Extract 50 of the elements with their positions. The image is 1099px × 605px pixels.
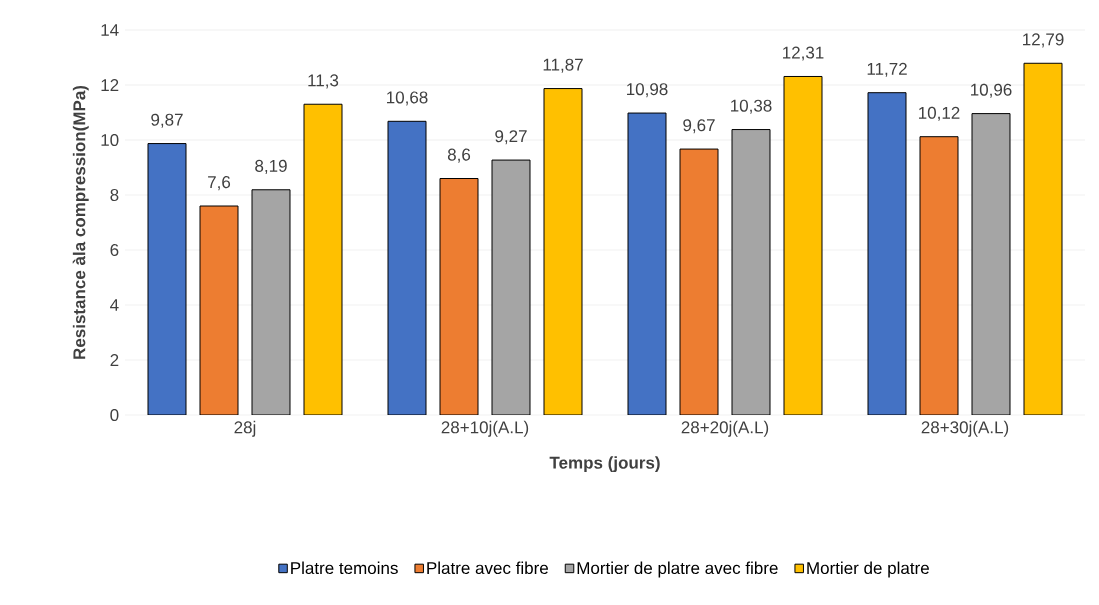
data-label: 10,68 bbox=[387, 91, 428, 106]
data-label: 12,79 bbox=[1023, 33, 1064, 48]
data-label: 9,87 bbox=[151, 113, 183, 128]
x-tick-label: 28+30j(A.L) bbox=[921, 420, 1009, 437]
legend-label: Mortier de platre avec fibre bbox=[577, 561, 778, 578]
bar bbox=[387, 120, 427, 415]
y-tick-label: 14 bbox=[101, 24, 119, 36]
y-tick-label: 6 bbox=[110, 243, 119, 257]
bar bbox=[627, 112, 667, 415]
data-label: 11,72 bbox=[867, 62, 907, 77]
bar bbox=[867, 92, 907, 415]
y-tick-label: 8 bbox=[110, 188, 119, 202]
data-label: 10,98 bbox=[627, 83, 668, 98]
bar bbox=[679, 148, 719, 415]
legend-label: Platre avec fibre bbox=[427, 561, 548, 575]
y-tick-label: 12 bbox=[101, 79, 119, 91]
x-axis-title: Temps (jours) bbox=[549, 456, 660, 473]
bar bbox=[919, 136, 959, 415]
bar bbox=[439, 178, 479, 415]
data-label: 7,6 bbox=[208, 176, 231, 191]
data-label: 11,3 bbox=[308, 74, 339, 89]
bar bbox=[303, 103, 343, 415]
data-label: 8,19 bbox=[255, 159, 287, 174]
y-tick-label: 4 bbox=[110, 299, 119, 311]
data-label: 11,87 bbox=[543, 58, 583, 73]
x-tick-label: 28+10j(A.L) bbox=[441, 420, 529, 437]
y-tick-label: 0 bbox=[110, 408, 119, 422]
y-axis-title: Resistance àla compression(MPa) bbox=[72, 85, 89, 359]
bar bbox=[251, 189, 291, 415]
bar bbox=[199, 205, 239, 415]
x-tick-label: 28+20j(A.L) bbox=[681, 420, 769, 437]
data-label: 10,96 bbox=[971, 83, 1012, 98]
data-label: 10,38 bbox=[731, 99, 772, 114]
bar bbox=[491, 159, 531, 415]
data-label: 9,27 bbox=[495, 130, 527, 145]
legend-label: Platre temoins bbox=[291, 561, 398, 575]
x-tick-label: 28j bbox=[234, 420, 256, 437]
legend-label: Mortier de platre bbox=[807, 561, 929, 578]
bar bbox=[971, 113, 1011, 415]
bar bbox=[783, 75, 823, 415]
data-label: 8,6 bbox=[447, 148, 471, 163]
y-tick-label: 2 bbox=[110, 354, 119, 366]
data-label: 12,31 bbox=[783, 46, 824, 61]
bar bbox=[731, 129, 771, 415]
bar bbox=[543, 88, 583, 415]
data-label: 9,67 bbox=[683, 119, 715, 134]
bar bbox=[1023, 62, 1063, 415]
bar bbox=[147, 143, 187, 415]
data-label: 10,12 bbox=[919, 106, 960, 121]
y-tick-label: 10 bbox=[101, 133, 119, 147]
